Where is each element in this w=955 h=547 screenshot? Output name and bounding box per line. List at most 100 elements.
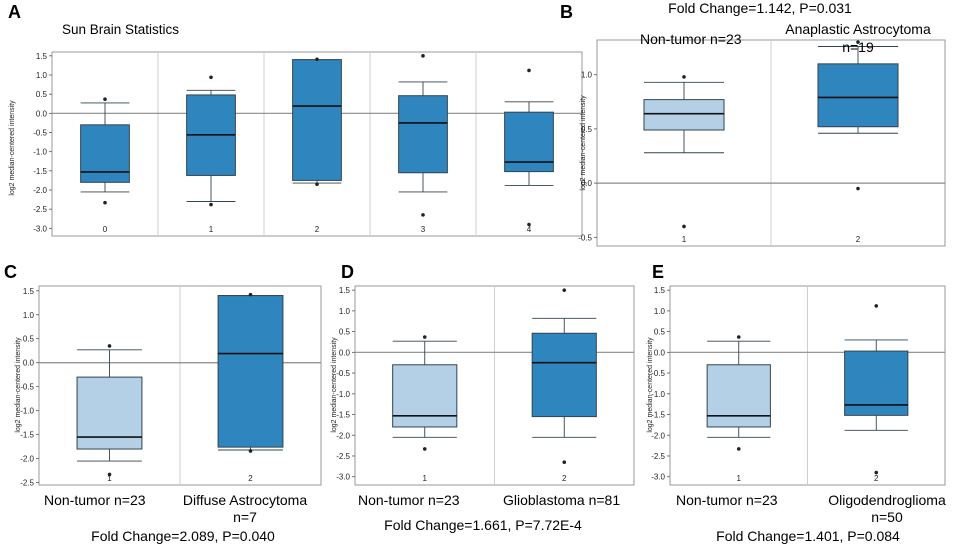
box-4 [504,68,554,227]
group-caption: n=50 [871,509,903,525]
y-tick-label: -1.5 [33,167,47,176]
y-tick-label: -2.5 [20,479,34,488]
box-2 [817,40,899,191]
outlier-point [874,470,879,475]
y-tick-label: 1.5 [654,286,666,295]
group-header: Anaplastic Astrocytoma [785,21,931,37]
box-2 [844,304,909,475]
y-tick-label: -2.0 [336,431,350,440]
panel-c: C 1.5 1.0 0.5 0.0 -0.5 -1.0 -1.5 -2.0 -2.5 log2 me… [4,262,322,544]
y-tick-label: 1.0 [581,71,593,80]
outlier-point [422,335,427,339]
box-1 [76,344,143,477]
box-body [76,376,143,450]
chart-title: Sun Brain Statistics [62,22,179,37]
box-body [80,124,130,183]
outlier-point [315,182,319,187]
y-tick-label: 0.0 [339,348,351,357]
group-header: Non-tumor n=23 [640,31,742,47]
box-body [292,59,342,181]
y-tick-label: 0.0 [581,179,593,188]
group-caption: Diffuse Astrocytoma [183,492,307,508]
y-tick-label: 0.5 [654,328,666,337]
box-body [217,295,284,448]
outlier-point [209,75,213,80]
chart-title: Fold Change=1.142, P=0.031 [668,0,852,16]
panel-d: D 1.5 1.0 0.5 0.0 -0.5 -1.0 -1.5 -2.0 -2.5 -3.0 log… [331,262,635,533]
y-tick-label: -0.5 [33,129,47,138]
x-tick-label: 1 [423,474,428,483]
x-tick-label: 4 [527,225,532,234]
y-axis-label: log2 median-centered intensity [647,337,654,433]
x-tick-label: 2 [856,235,861,244]
y-tick-label: -1.5 [336,411,350,420]
y-tick-label: -2.5 [33,205,47,214]
y-tick-label: 1.0 [36,71,48,80]
outlier-point [103,200,107,205]
box-3 [398,54,448,217]
y-tick-label: -0.5 [578,233,592,242]
group-caption: Oligodendroglioma [828,492,946,508]
group-caption: n=7 [233,509,257,525]
outlier-point [874,304,879,308]
outlier-point [682,75,686,79]
y-tick-label: -2.5 [651,452,665,461]
box-body [392,364,458,428]
outlier-point [682,224,686,229]
y-tick-label: -2.0 [33,186,47,195]
x-tick-label: 1 [107,474,112,483]
outlier-point [421,213,425,217]
outlier-point [736,335,741,339]
x-tick-label: 0 [103,225,108,234]
box-2 [217,292,284,453]
y-axis-label: log2 median-centered intensity [580,95,587,191]
x-tick-label: 2 [874,474,879,483]
y-tick-label: -1.5 [651,411,665,420]
box-2 [292,57,342,187]
x-tick-label: 2 [315,225,320,234]
outlier-point [562,460,567,464]
outlier-point [103,97,107,101]
x-tick-label: 2 [248,474,253,483]
box-1 [643,75,725,229]
box-body [643,99,725,131]
outlier-point [527,68,531,73]
group-caption: Fold Change=1.401, P=0.084 [716,528,900,544]
group-caption: Fold Change=2.089, P=0.040 [91,528,275,544]
x-tick-label: 1 [737,474,742,483]
outlier-point [248,292,253,297]
outlier-point [209,202,213,207]
y-tick-label: -3.0 [33,224,47,233]
outlier-point [856,186,860,191]
y-tick-label: -1.0 [20,407,34,416]
outlier-point [422,447,427,451]
group-caption: Non-tumor n=23 [676,492,778,508]
outlier-point [107,472,112,477]
y-tick-label: 1.5 [36,52,48,61]
y-tick-label: -2.0 [651,431,665,440]
outlier-point [315,57,319,62]
y-tick-label: -0.5 [651,369,665,378]
outlier-point [107,344,112,348]
panel-e: E 1.5 1.0 0.5 0.0 -0.5 -1.0 -1.5 -2.0 -2.5 -3.0 log… [647,262,946,544]
y-tick-label: 0.5 [339,328,351,337]
box-1 [706,335,771,451]
panel-label: B [560,2,573,22]
x-tick-label: 2 [562,474,567,483]
y-tick-label: -1.0 [651,390,665,399]
x-tick-label: 3 [421,225,426,234]
y-tick-label: -1.0 [336,390,350,399]
y-tick-label: -3.0 [651,473,665,482]
y-tick-label: -1.5 [20,431,34,440]
y-axis-label: log2 median-centered intensity [9,100,16,196]
y-tick-label: 0.0 [36,109,48,118]
y-tick-label: 1.5 [23,287,35,296]
y-tick-label: 0.5 [581,125,593,134]
outlier-point [527,222,531,227]
y-tick-label: 1.0 [339,307,351,316]
box-2 [531,288,597,464]
y-tick-label: 1.0 [654,307,666,316]
panel-label: A [8,2,21,22]
y-tick-label: -0.5 [20,383,34,392]
